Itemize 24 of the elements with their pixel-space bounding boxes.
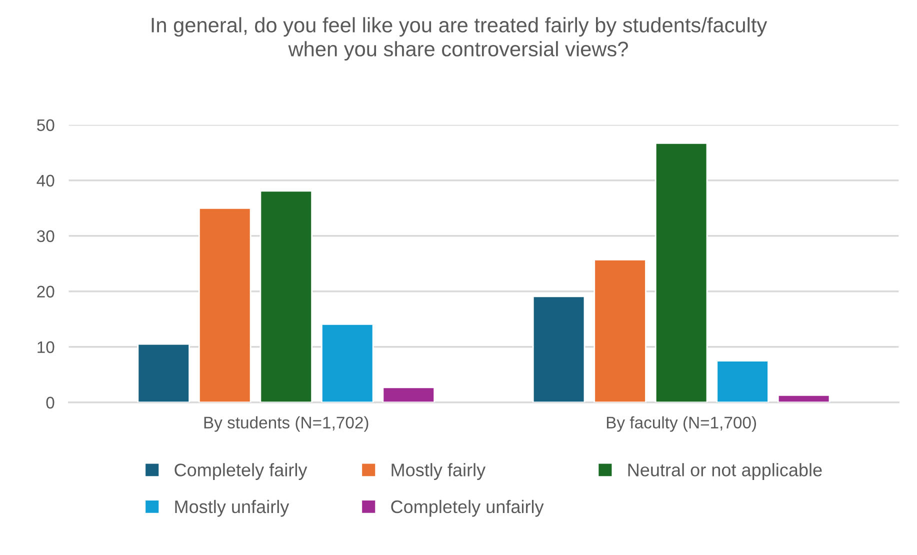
bar — [260, 190, 313, 402]
y-tick-label: 20 — [37, 286, 54, 298]
chart-title: In general, do you feel like you are treated fairly by students/faculty when you share controversial views? — [152, 17, 768, 61]
bar — [198, 207, 252, 402]
bar — [137, 343, 190, 402]
bar — [654, 142, 708, 402]
bar — [594, 259, 646, 402]
y-tick-label: 50 — [37, 119, 54, 132]
bar — [382, 386, 436, 402]
y-tick-label: 40 — [36, 174, 54, 187]
y-tick-label: 30 — [36, 230, 54, 242]
bar — [532, 296, 586, 402]
x-tick-label: By students (N=1,702) — [204, 416, 368, 432]
legend-label: Mostly fairly — [392, 463, 486, 480]
legend-label: Completely unfairly — [391, 500, 544, 517]
bar — [777, 394, 830, 402]
legend-label: Neutral or not applicable — [628, 463, 822, 480]
y-tick-label: 10 — [38, 341, 54, 354]
x-tick-label: By faculty (N=1,700) — [606, 416, 756, 432]
bar — [716, 360, 769, 402]
legend-label: Completely fairly — [174, 463, 308, 480]
legend-label: Mostly unfairly — [175, 500, 290, 517]
y-tick-label: 0 — [46, 396, 54, 409]
bar — [320, 323, 374, 402]
